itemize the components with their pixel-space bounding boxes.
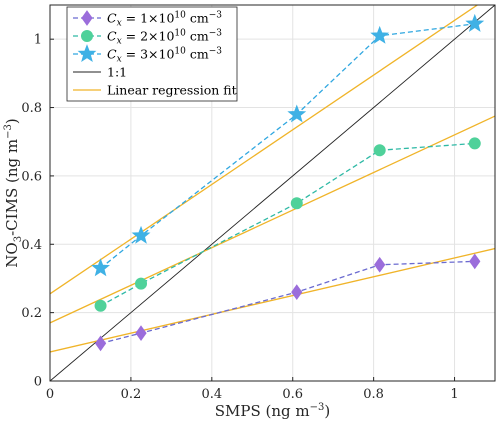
axis-ticks: 0 0.2 0.4 0.6 0.8 1 0 0.2 0.4 0.6 0.8 1 [21,33,458,402]
y-tick-label: 0.4 [21,238,42,253]
legend-label-one-to-one: 1:1 [107,65,127,80]
y-axis-label: NO3-CIMS (ng m−3) [3,118,24,267]
y-tick-label: 0.2 [21,306,42,321]
data-point-series-3 [287,104,307,123]
x-tick-label: 0.4 [201,387,222,402]
data-point-series-1 [469,253,481,270]
data-point-series-3 [131,225,151,244]
regression-fit-line-1 [50,247,495,353]
plot-frame [49,4,496,382]
legend-marker-series-3 [77,44,97,63]
data-point-series-2 [135,277,148,290]
regression-fit-line-2 [50,115,495,324]
data-point-series-2 [94,299,107,312]
y-tick-label: 0 [34,375,42,390]
data-point-series-1 [135,325,147,342]
data-point-series-1 [291,284,303,300]
legend-label-series-2: Cx = 2×1010 cm−3 [107,29,222,47]
one-to-one-line [50,5,495,381]
x-tick-label: 0.2 [121,387,142,402]
y-tick-label: 1 [34,33,42,48]
regression-fit-line-3 [50,5,479,295]
data-point-series-2 [290,197,303,210]
legend-label-series-3: Cx = 3×1010 cm−3 [107,47,222,65]
y-tick-label: 0.8 [21,101,42,116]
legend-label-series-1: Cx = 1×1010 cm−3 [107,11,222,29]
legend-box [66,6,238,102]
data-point-series-1 [374,256,386,273]
x-tick-label: 0.6 [282,387,303,402]
x-tick-label: 0 [46,387,54,402]
legend-label-regression: Linear regression fit [107,83,237,98]
data-point-series-3 [91,258,110,277]
y-tick-label: 0.6 [21,169,42,184]
legend-marker-series-2 [81,30,93,42]
grid [50,5,495,381]
plot-markers [91,13,485,352]
data-point-series-3 [370,25,390,44]
data-point-series-2 [373,144,386,157]
x-axis-label: SMPS (ng m−3) [215,402,331,420]
data-point-series-2 [468,137,481,150]
x-tick-label: 0.8 [363,387,384,402]
data-point-series-1 [94,335,107,352]
legend: Cx = 1×1010 cm−3Cx = 2×1010 cm−3Cx = 3×1… [66,6,238,102]
x-tick-label: 1 [450,387,458,402]
data-point-series-3 [465,13,485,32]
legend-marker-series-1 [81,10,93,26]
